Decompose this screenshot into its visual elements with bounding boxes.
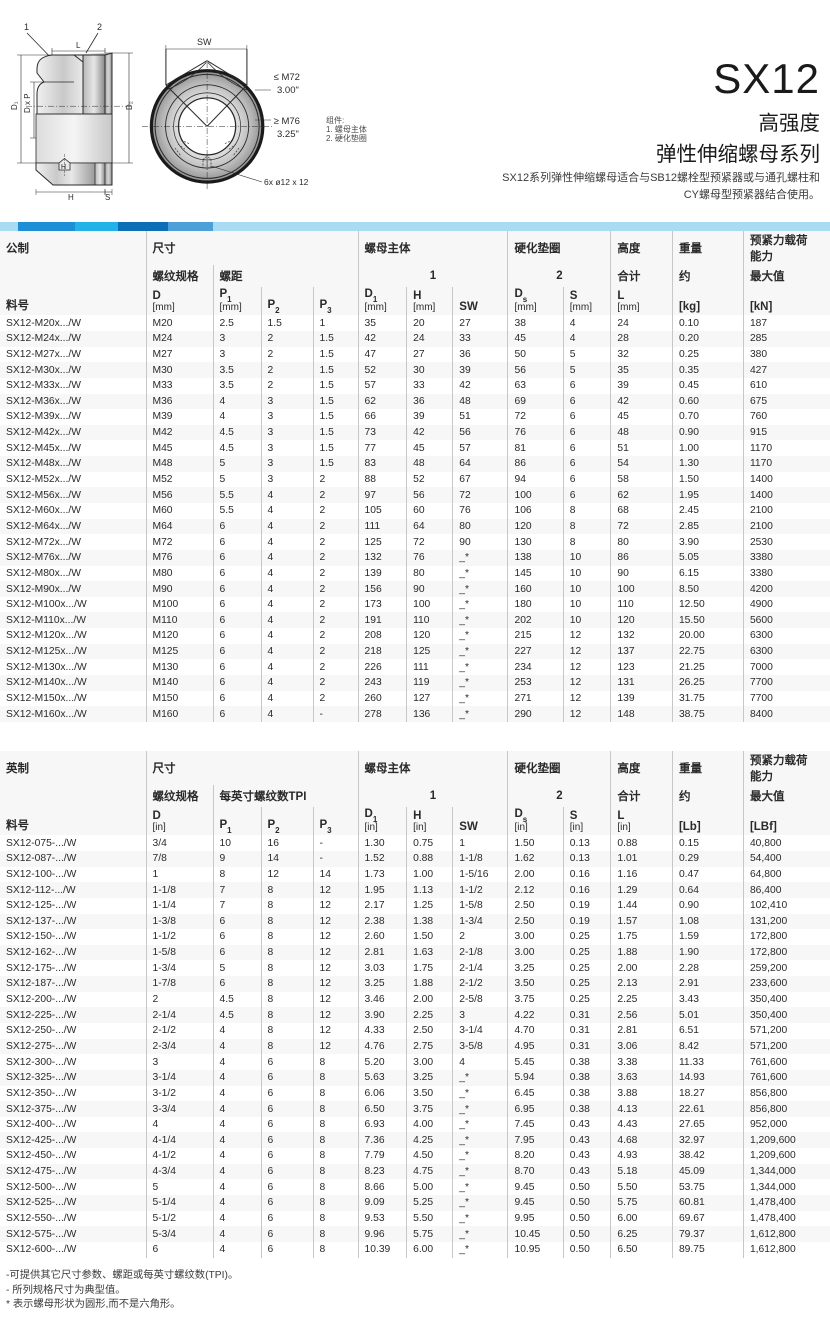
svg-text:1: 1 (24, 22, 29, 32)
svg-text:2. 硬化垫圈: 2. 硬化垫圈 (326, 133, 367, 143)
svg-text:1. 螺母主体: 1. 螺母主体 (326, 124, 367, 134)
svg-text:S: S (105, 193, 110, 202)
svg-text:D₁: D₁ (10, 101, 19, 110)
svg-text:≥ M76: ≥ M76 (274, 116, 300, 127)
svg-text:2: 2 (97, 22, 102, 32)
svg-text:H: H (68, 193, 74, 202)
svg-text:H: H (61, 164, 66, 171)
svg-text:SW: SW (197, 37, 212, 47)
svg-text:≤ M72: ≤ M72 (274, 72, 300, 83)
svg-text:3.00": 3.00" (277, 85, 299, 96)
svg-text:D₂: D₂ (125, 101, 134, 110)
svg-text:D x P: D x P (23, 93, 32, 113)
svg-text:3.25": 3.25" (277, 129, 299, 140)
svg-text:L: L (76, 41, 81, 50)
svg-text:6x ø12 x 12: 6x ø12 x 12 (264, 177, 309, 187)
svg-text:组件:: 组件: (326, 115, 344, 125)
